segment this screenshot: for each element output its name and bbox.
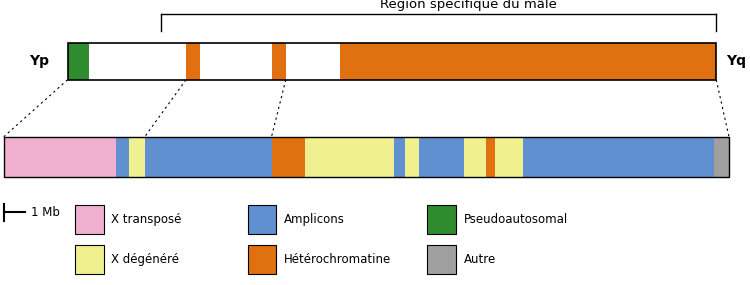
Bar [68, 43, 716, 80]
Bar [145, 137, 272, 177]
Text: Pseudoautosomal: Pseudoautosomal [464, 213, 568, 226]
Bar [116, 137, 129, 177]
Text: Hétérochromatine: Hétérochromatine [284, 253, 391, 266]
Text: 1 Mb: 1 Mb [31, 206, 60, 219]
Bar [714, 137, 729, 177]
Bar [304, 137, 394, 177]
Bar [4, 137, 729, 177]
Text: Yq: Yq [726, 54, 746, 68]
Bar [75, 245, 104, 274]
Bar [394, 137, 405, 177]
Bar [427, 245, 456, 274]
Bar [4, 137, 116, 177]
Text: X transposé: X transposé [111, 213, 182, 226]
Bar [272, 43, 286, 80]
Bar [486, 137, 495, 177]
Text: X dégénéré: X dégénéré [111, 253, 179, 266]
Bar [200, 43, 272, 80]
Text: Région spécifique du mâle: Région spécifique du mâle [380, 0, 557, 11]
Bar [186, 43, 200, 80]
Bar [272, 137, 304, 177]
Bar [495, 137, 523, 177]
Bar [523, 137, 714, 177]
Bar [405, 137, 418, 177]
Text: Amplicons: Amplicons [284, 213, 344, 226]
Bar [464, 137, 486, 177]
Bar [75, 205, 104, 234]
Text: Autre: Autre [464, 253, 496, 266]
Bar [340, 43, 716, 80]
Bar [248, 245, 276, 274]
Bar [88, 43, 186, 80]
Bar [129, 137, 145, 177]
Bar [427, 205, 456, 234]
Bar [419, 137, 464, 177]
Bar [68, 43, 88, 80]
Bar [248, 205, 276, 234]
Text: Yp: Yp [28, 54, 49, 68]
Bar [286, 43, 340, 80]
